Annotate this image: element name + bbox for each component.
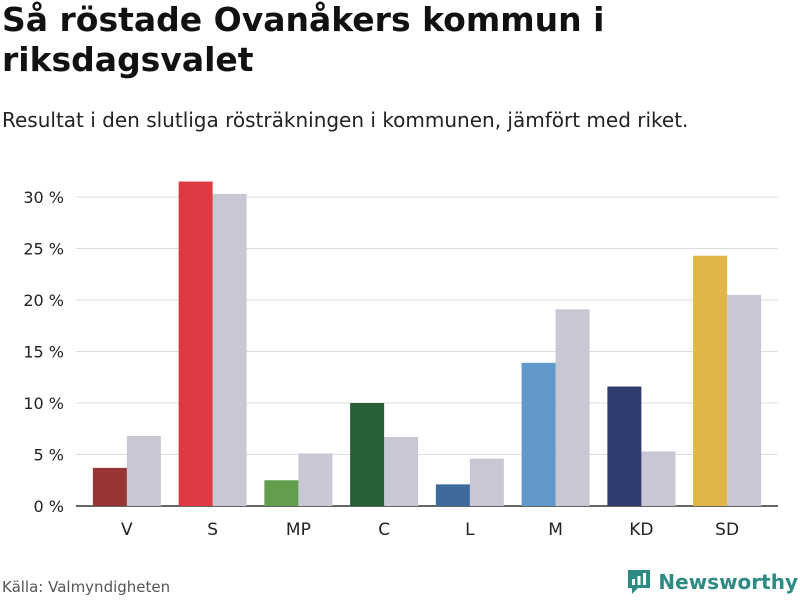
- x-tick-label: V: [121, 520, 133, 540]
- y-tick-label: 0 %: [34, 497, 64, 516]
- chart-subtitle: Resultat i den slutliga rösträkningen i …: [2, 108, 689, 132]
- y-tick-label: 5 %: [34, 446, 64, 465]
- x-tick-label: C: [378, 520, 390, 540]
- bar-kommun-s: [178, 181, 213, 507]
- chart-title: Så röstade Ovanåkers kommun i riksdagsva…: [2, 0, 605, 79]
- bar-riket-sd: [727, 294, 762, 506]
- bar-chart-logo-icon: [628, 570, 651, 594]
- bar-kommun-sd: [693, 255, 728, 506]
- x-tick-label: KD: [629, 520, 653, 540]
- bar-riket-m: [555, 309, 590, 506]
- bar-riket-v: [126, 435, 161, 506]
- bar-kommun-v: [92, 467, 127, 506]
- brand-logo[interactable]: Newsworthy: [626, 568, 798, 596]
- x-tick-label: S: [207, 520, 218, 540]
- x-tick-label: M: [548, 520, 563, 540]
- bar-riket-mp: [298, 453, 333, 506]
- y-axis-ticks: 0 % 5 % 10 % 15 % 20 % 25 % 30 %: [23, 188, 64, 516]
- x-axis-ticks: V S MP C L M KD SD: [121, 520, 739, 540]
- bar-kommun-l: [435, 484, 470, 506]
- bar-riket-kd: [641, 451, 676, 506]
- x-tick-label: SD: [715, 520, 739, 540]
- bar-kommun-c: [350, 403, 385, 506]
- bar-riket-s: [212, 193, 247, 506]
- bars: [92, 181, 762, 507]
- bar-kommun-mp: [264, 480, 299, 506]
- y-tick-label: 25 %: [23, 240, 64, 259]
- y-tick-label: 15 %: [23, 343, 64, 362]
- y-tick-label: 10 %: [23, 394, 64, 413]
- source-note: Källa: Valmyndigheten: [2, 578, 171, 596]
- y-tick-label: 30 %: [23, 188, 64, 207]
- brand-name: Newsworthy: [658, 570, 798, 594]
- bar-kommun-kd: [607, 386, 642, 506]
- x-tick-label: L: [465, 520, 475, 540]
- bar-kommun-m: [521, 362, 556, 506]
- y-tick-label: 20 %: [23, 291, 64, 310]
- bar-riket-l: [469, 458, 504, 506]
- bar-riket-c: [384, 436, 419, 506]
- x-tick-label: MP: [286, 520, 311, 540]
